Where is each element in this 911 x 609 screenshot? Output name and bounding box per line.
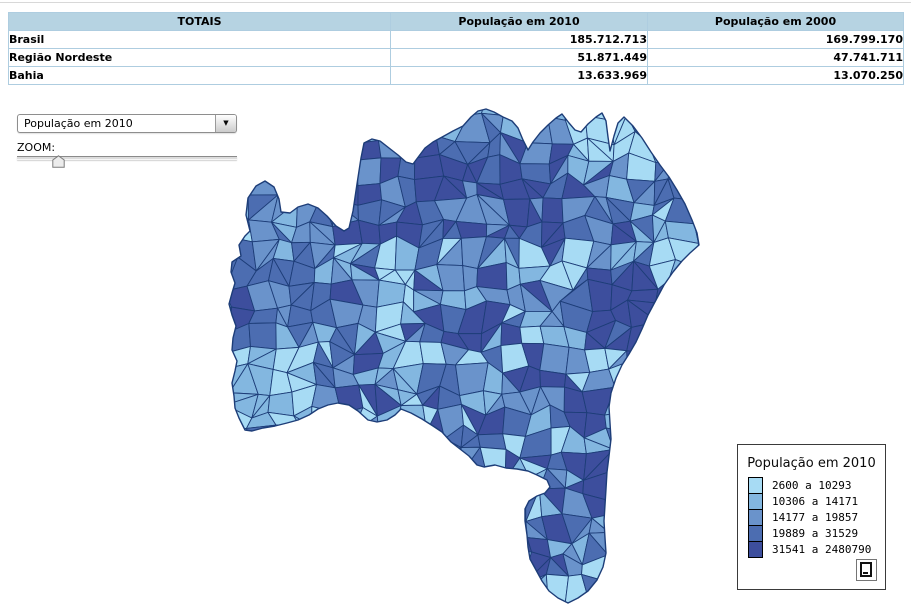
chevron-down-icon: ▼ <box>223 119 229 127</box>
table-header-row: TOTAIS População em 2010 População em 20… <box>8 12 904 31</box>
top-divider <box>0 2 911 3</box>
pop2000-header-cell: População em 2000 <box>647 12 904 31</box>
row-label: Bahia <box>8 66 391 85</box>
legend-minimize-button[interactable] <box>856 559 877 581</box>
legend-class-row: 19889 a 31529 <box>748 525 885 542</box>
legend-range-label: 10306 a 14171 <box>772 495 859 508</box>
row-label: Região Nordeste <box>8 48 391 67</box>
legend-rows: 2600 a 10293 10306 a 14171 14177 a 19857… <box>748 477 885 558</box>
dropdown-arrow-button[interactable]: ▼ <box>215 115 236 132</box>
indicator-dropdown[interactable]: População em 2010 ▼ <box>17 114 237 133</box>
minimize-icon <box>860 562 872 577</box>
legend-class-row: 31541 a 2480790 <box>748 541 885 558</box>
legend-swatch <box>748 509 763 526</box>
zoom-slider[interactable] <box>17 153 237 169</box>
zoom-label: ZOOM: <box>17 141 56 154</box>
legend-range-label: 2600 a 10293 <box>772 479 852 492</box>
legend-range-label: 31541 a 2480790 <box>772 543 872 556</box>
totals-table: TOTAIS População em 2010 População em 20… <box>8 12 904 85</box>
pop2010-header-cell: População em 2010 <box>390 12 648 31</box>
legend-range-label: 14177 a 19857 <box>772 511 859 524</box>
indicator-dropdown-value: População em 2010 <box>24 117 133 130</box>
legend-class-row: 10306 a 14171 <box>748 493 885 510</box>
legend-class-row: 2600 a 10293 <box>748 477 885 494</box>
row-pop2010: 13.633.969 <box>390 66 648 85</box>
legend-class-row: 14177 a 19857 <box>748 509 885 526</box>
totals-header-cell: TOTAIS <box>8 12 391 31</box>
legend-swatch <box>748 477 763 494</box>
zoom-slider-thumb[interactable] <box>52 155 65 168</box>
zoom-slider-track[interactable] <box>17 156 237 160</box>
table-row: Brasil 185.712.713 169.799.170 <box>8 30 904 49</box>
legend-swatch <box>748 525 763 542</box>
legend-title: População em 2010 <box>747 456 876 471</box>
table-row: Bahia 13.633.969 13.070.250 <box>8 66 904 85</box>
map-legend: População em 2010 2600 a 10293 10306 a 1… <box>737 444 886 590</box>
legend-range-label: 19889 a 31529 <box>772 527 859 540</box>
row-pop2000: 13.070.250 <box>647 66 904 85</box>
legend-swatch <box>748 493 763 510</box>
legend-swatch <box>748 541 763 558</box>
